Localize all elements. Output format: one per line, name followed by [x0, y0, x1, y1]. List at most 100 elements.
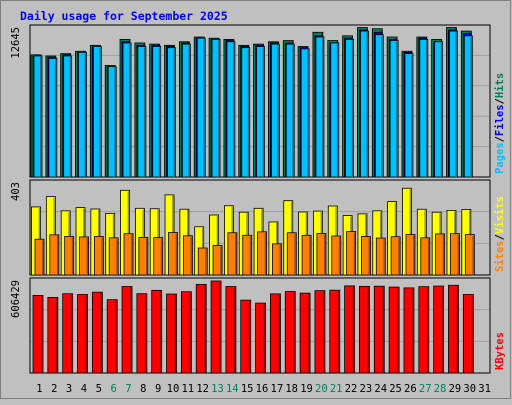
x-tick-label-day-11: 11 — [181, 383, 194, 395]
x-tick-label-day-22: 22 — [345, 383, 358, 395]
bar-kbytes-day-9 — [151, 289, 163, 374]
x-tick-label-day-12: 12 — [196, 383, 209, 395]
bar-sites-day-16 — [257, 231, 267, 276]
x-tick-label-day-8: 8 — [140, 383, 146, 395]
bar-kbytes-day-1 — [32, 295, 44, 374]
bar-pages-day-4 — [78, 52, 87, 178]
bar-pages-day-11 — [181, 43, 191, 178]
bar-sites-day-20 — [316, 233, 327, 276]
x-tick-label-day-29: 29 — [449, 383, 462, 395]
legend-label-hits: Hits — [494, 73, 506, 98]
bar-pages-day-17 — [271, 43, 280, 178]
bar-kbytes-day-10 — [166, 293, 177, 374]
legend-label-pages: Pages — [494, 142, 506, 174]
bar-pages-day-7 — [122, 42, 132, 178]
bar-sites-day-1 — [34, 238, 45, 276]
x-tick-label-day-27: 27 — [419, 383, 432, 395]
bar-pages-day-2 — [48, 57, 58, 178]
bar-sites-day-6 — [108, 237, 119, 276]
bar-sites-day-11 — [182, 235, 193, 276]
x-tick-label-day-4: 4 — [81, 383, 87, 395]
bar-kbytes-day-23 — [359, 285, 370, 374]
bar-kbytes-day-6 — [106, 299, 118, 374]
bar-sites-day-3 — [64, 236, 75, 276]
x-tick-label-day-19: 19 — [300, 383, 313, 395]
bar-kbytes-day-15 — [240, 299, 252, 374]
panel-visits: 403 Sites/Visits — [10, 179, 506, 276]
bar-pages-day-5 — [92, 46, 102, 178]
x-tick-label-day-24: 24 — [374, 383, 387, 395]
bar-sites-day-4 — [79, 236, 89, 276]
bar-kbytes-day-30 — [462, 294, 474, 374]
legend-label-kbytes: KBytes — [494, 332, 506, 370]
bar-sites-day-9 — [153, 237, 164, 276]
x-tick-label-day-17: 17 — [271, 383, 284, 395]
bar-kbytes-day-4 — [77, 294, 88, 374]
legend-hits: Pages/Files/Hits — [494, 73, 506, 174]
bar-kbytes-day-13 — [210, 280, 222, 374]
x-tick-label-day-16: 16 — [256, 383, 269, 395]
bar-kbytes-day-17 — [270, 293, 281, 374]
x-tick-label-day-13: 13 — [211, 383, 224, 395]
bar-sites-day-29 — [450, 233, 460, 276]
legend-label-visits: Visits — [494, 196, 506, 234]
bar-pages-day-14 — [226, 41, 236, 178]
bar-pages-day-21 — [330, 42, 340, 178]
bar-kbytes-day-24 — [373, 285, 385, 374]
x-axis-day-labels: 1 2 3 4 5 6 7 8 9 10 11 12 13 14 15 16 17 18 19 20 21 22 23 24 2… — [36, 383, 491, 395]
x-tick-label-day-2: 2 — [51, 383, 57, 395]
bar-sites-day-12 — [197, 247, 208, 276]
bar-sites-day-14 — [227, 232, 238, 276]
x-tick-label-day-14: 14 — [226, 383, 239, 395]
series-sites — [34, 231, 475, 276]
bar-pages-day-12 — [196, 37, 206, 178]
bar-kbytes-day-27 — [418, 286, 430, 374]
bar-pages-day-13 — [211, 38, 221, 178]
bar-kbytes-day-2 — [47, 296, 59, 374]
bar-pages-day-19 — [300, 48, 310, 178]
bar-sites-day-13 — [212, 245, 223, 276]
x-tick-label-day-1: 1 — [36, 383, 42, 395]
y-max-label-kbytes: 606429 — [10, 280, 22, 318]
bar-kbytes-day-20 — [314, 290, 326, 374]
bar-kbytes-day-12 — [195, 283, 207, 374]
bar-sites-day-18 — [286, 232, 297, 276]
x-tick-label-day-30: 30 — [463, 383, 476, 395]
bar-sites-day-25 — [390, 236, 401, 276]
legend-label-: / — [494, 234, 506, 240]
bar-kbytes-day-11 — [180, 291, 192, 374]
bar-sites-day-17 — [272, 243, 282, 276]
panel-kbytes: 606429 KBytes — [10, 277, 506, 374]
bar-pages-day-1 — [33, 55, 43, 178]
x-tick-label-day-6: 6 — [110, 383, 116, 395]
x-tick-label-day-7: 7 — [125, 383, 131, 395]
bar-sites-day-26 — [405, 234, 416, 276]
panel-hits: 12645 Pages/Files/Hits — [10, 24, 506, 178]
x-tick-label-day-10: 10 — [167, 383, 180, 395]
x-tick-label-day-3: 3 — [66, 383, 72, 395]
bar-sites-day-23 — [361, 236, 371, 276]
bar-kbytes-day-19 — [299, 292, 311, 374]
y-max-label-visits: 403 — [10, 182, 22, 201]
x-tick-label-day-15: 15 — [241, 383, 254, 395]
bar-kbytes-day-8 — [136, 293, 148, 374]
bar-kbytes-day-21 — [329, 289, 341, 374]
legend-kbytes: KBytes — [494, 332, 506, 370]
bar-pages-day-20 — [315, 36, 325, 178]
bar-pages-day-23 — [360, 30, 369, 178]
bar-sites-day-15 — [242, 234, 253, 276]
bar-kbytes-day-18 — [284, 291, 296, 374]
bar-sites-day-21 — [331, 235, 342, 276]
y-max-label-hits: 12645 — [10, 27, 22, 59]
bar-sites-day-22 — [346, 231, 357, 276]
bar-pages-day-10 — [167, 47, 176, 178]
bar-sites-day-30 — [464, 234, 475, 276]
bar-pages-day-26 — [404, 53, 414, 178]
bar-pages-day-24 — [374, 34, 384, 178]
x-tick-label-day-20: 20 — [315, 383, 328, 395]
bar-sites-day-8 — [138, 236, 149, 276]
x-tick-label-day-31: 31 — [478, 383, 491, 395]
bar-pages-day-9 — [152, 46, 162, 178]
